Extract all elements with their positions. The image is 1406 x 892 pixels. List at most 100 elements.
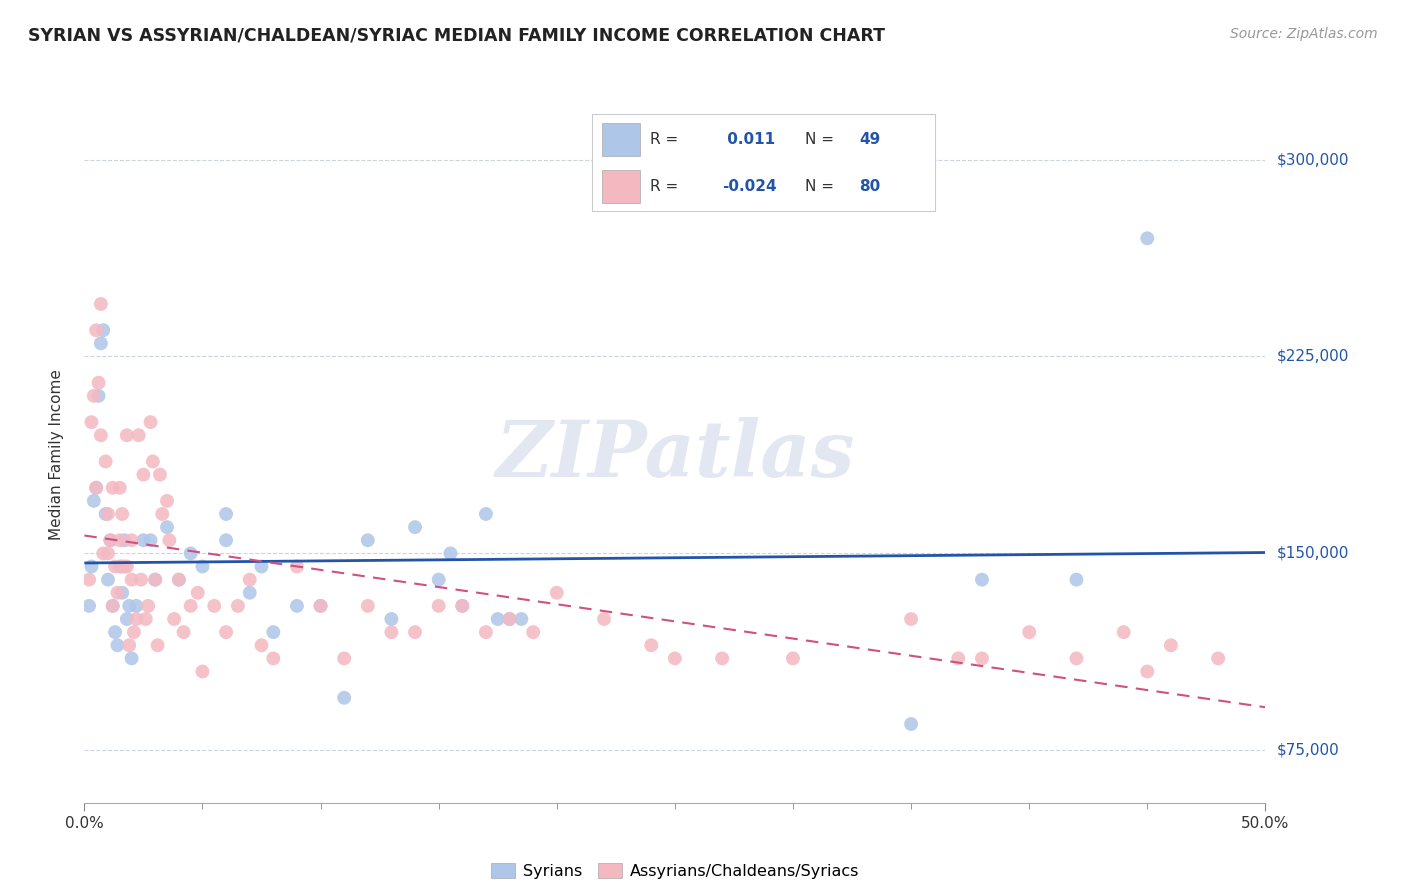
Point — [84, 323, 107, 337]
Point — [948, 651, 970, 665]
Point — [132, 533, 155, 548]
Point — [593, 612, 616, 626]
Point — [115, 428, 138, 442]
Text: $150,000: $150,000 — [1277, 546, 1348, 561]
Point — [191, 665, 214, 679]
Text: $75,000: $75,000 — [1277, 743, 1340, 758]
Point — [97, 573, 120, 587]
Point — [114, 559, 136, 574]
Point — [1018, 625, 1040, 640]
Point — [239, 573, 262, 587]
Text: $300,000: $300,000 — [1277, 152, 1348, 167]
Text: R =: R = — [651, 178, 679, 194]
Point — [451, 599, 474, 613]
Text: R =: R = — [651, 132, 679, 147]
Text: -0.024: -0.024 — [723, 178, 778, 194]
Point — [129, 573, 152, 587]
Point — [1160, 638, 1182, 652]
Point — [427, 599, 450, 613]
Point — [475, 625, 498, 640]
Point — [262, 651, 284, 665]
Point — [404, 625, 426, 640]
Point — [104, 559, 127, 574]
Point — [180, 546, 202, 560]
Point — [1112, 625, 1135, 640]
Point — [90, 428, 112, 442]
Point — [187, 586, 209, 600]
Point — [1136, 665, 1159, 679]
Point — [250, 638, 273, 652]
Point — [439, 546, 461, 560]
Point — [90, 297, 112, 311]
Point — [77, 599, 100, 613]
Point — [132, 467, 155, 482]
Point — [150, 507, 173, 521]
Point — [309, 599, 332, 613]
Point — [146, 638, 169, 652]
Point — [118, 638, 141, 652]
Point — [226, 599, 249, 613]
Point — [114, 533, 136, 548]
Point — [107, 586, 129, 600]
Point — [91, 323, 114, 337]
Point — [111, 507, 134, 521]
Text: SYRIAN VS ASSYRIAN/CHALDEAN/SYRIAC MEDIAN FAMILY INCOME CORRELATION CHART: SYRIAN VS ASSYRIAN/CHALDEAN/SYRIAC MEDIA… — [28, 27, 886, 45]
Point — [262, 625, 284, 640]
Point — [111, 559, 134, 574]
Point — [139, 533, 162, 548]
Text: $225,000: $225,000 — [1277, 349, 1348, 364]
Point — [136, 599, 159, 613]
Point — [163, 612, 186, 626]
Point — [498, 612, 520, 626]
Point — [118, 599, 141, 613]
Point — [510, 612, 533, 626]
FancyBboxPatch shape — [603, 169, 640, 202]
Point — [101, 481, 124, 495]
Point — [970, 651, 993, 665]
Point — [104, 625, 127, 640]
Point — [250, 559, 273, 574]
Point — [143, 573, 166, 587]
Point — [83, 494, 105, 508]
Point — [115, 612, 138, 626]
Point — [202, 599, 225, 613]
Point — [664, 651, 686, 665]
Point — [309, 599, 332, 613]
Point — [156, 520, 179, 534]
Point — [108, 533, 131, 548]
Point — [1206, 651, 1229, 665]
Point — [107, 638, 129, 652]
Point — [142, 454, 165, 468]
Point — [285, 599, 308, 613]
Point — [90, 336, 112, 351]
Point — [475, 507, 498, 521]
Point — [91, 546, 114, 560]
Point — [215, 507, 238, 521]
Y-axis label: Median Family Income: Median Family Income — [49, 369, 63, 541]
Point — [143, 573, 166, 587]
Point — [404, 520, 426, 534]
Point — [115, 559, 138, 574]
Point — [108, 559, 131, 574]
Point — [108, 481, 131, 495]
Point — [121, 533, 143, 548]
Point — [84, 481, 107, 495]
Point — [782, 651, 804, 665]
Point — [122, 625, 145, 640]
Point — [239, 586, 262, 600]
Point — [380, 612, 402, 626]
Point — [357, 599, 380, 613]
Point — [111, 586, 134, 600]
Point — [900, 717, 922, 731]
Point — [357, 533, 380, 548]
Point — [215, 533, 238, 548]
Point — [1066, 573, 1088, 587]
Point — [498, 612, 520, 626]
Point — [121, 651, 143, 665]
Point — [640, 638, 662, 652]
Point — [167, 573, 190, 587]
Point — [80, 415, 103, 429]
Point — [87, 376, 110, 390]
Point — [98, 533, 121, 548]
Text: ZIPatlas: ZIPatlas — [495, 417, 855, 493]
